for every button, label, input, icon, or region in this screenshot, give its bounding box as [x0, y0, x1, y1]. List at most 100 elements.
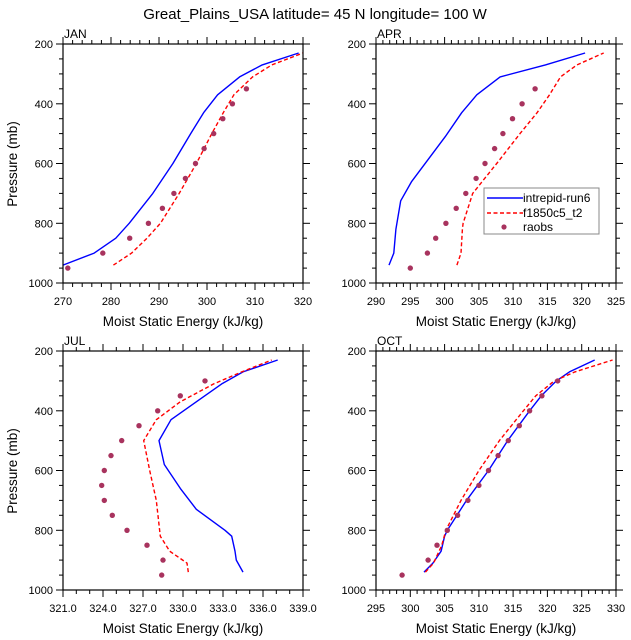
plot-area — [388, 52, 604, 271]
point-raobs — [399, 572, 405, 578]
legend-marker-raobs — [501, 224, 507, 230]
panel-title: APR — [377, 27, 402, 41]
point-raobs — [463, 190, 469, 197]
point-raobs — [101, 467, 108, 474]
point-raobs — [202, 378, 208, 384]
y-tick-label: 400 — [35, 99, 53, 111]
x-tick-label: 270 — [54, 296, 72, 308]
y-tick-label: 1000 — [342, 585, 366, 597]
point-raobs — [482, 160, 488, 167]
x-tick-label: 320 — [573, 296, 591, 308]
series-line-intrepid-run6 — [63, 52, 299, 266]
point-raobs — [201, 145, 207, 152]
point-raobs — [192, 160, 199, 167]
x-tick-label: 325 — [573, 603, 591, 615]
y-tick-label: 1000 — [342, 278, 366, 290]
x-tick-label: 339.0 — [289, 603, 317, 615]
x-axis-label: Moist Static Energy (kJ/kg) — [416, 314, 577, 329]
x-tick-label: 327.0 — [129, 603, 157, 615]
x-tick-label: 336.0 — [249, 603, 277, 615]
x-tick-label: 300 — [435, 296, 453, 308]
y-tick-label: 200 — [348, 346, 366, 358]
x-axis-label: Moist Static Energy (kJ/kg) — [103, 621, 264, 636]
x-tick-label: 300 — [198, 296, 216, 308]
x-tick-label: 320 — [538, 603, 556, 615]
legend-label-f1850c5-t2: f1850c5_t2 — [523, 206, 583, 220]
y-tick-label: 600 — [348, 159, 366, 171]
plot-frame — [62, 350, 304, 591]
point-raobs — [500, 130, 506, 137]
point-raobs — [177, 393, 183, 399]
point-raobs — [444, 527, 450, 533]
point-raobs — [171, 190, 177, 197]
panel-oct: OCT Moist Static Energy (kJ/kg) 295 300 30… — [342, 334, 626, 636]
series-line-f1850c5-t2 — [456, 52, 604, 266]
point-raobs — [526, 408, 533, 414]
x-tick-label: 305 — [470, 296, 488, 308]
x-tick-label: 333.0 — [209, 603, 237, 615]
point-raobs — [407, 265, 413, 271]
series-line-intrepid-run6 — [158, 359, 278, 573]
point-raobs — [495, 452, 501, 459]
point-raobs — [119, 437, 125, 444]
figure-title: Great_Plains_USA latitude= 45 N longitud… — [143, 6, 487, 23]
x-tick-label: 310 — [246, 296, 264, 308]
x-tick-label: 310 — [504, 296, 522, 308]
point-raobs — [465, 497, 471, 504]
point-raobs — [454, 512, 461, 518]
point-raobs — [476, 482, 482, 489]
y-axis-label: Pressure (mb) — [5, 121, 20, 207]
point-raobs — [555, 378, 561, 384]
point-raobs — [473, 175, 479, 182]
point-raobs — [434, 542, 440, 548]
point-raobs — [505, 437, 511, 444]
series-line-f1850c5-t2 — [424, 359, 613, 573]
point-raobs — [211, 130, 217, 137]
y-tick-label: 400 — [348, 406, 366, 418]
series-line-intrepid-run6 — [423, 359, 595, 573]
point-raobs — [516, 423, 522, 429]
panel-title: JUL — [64, 334, 86, 348]
x-tick-label: 330 — [607, 603, 625, 615]
y-tick-label: 1000 — [29, 278, 53, 290]
plot-area — [99, 359, 278, 578]
point-raobs — [155, 408, 161, 414]
panel-apr: APR Moist Static Energy (kJ/kg) 290 295 30… — [342, 27, 626, 329]
y-tick-label: 800 — [35, 525, 53, 537]
y-tick-label: 800 — [348, 218, 366, 230]
plot-area — [399, 359, 613, 578]
point-raobs — [145, 220, 152, 226]
point-raobs — [433, 235, 439, 241]
x-tick-label: 280 — [102, 296, 120, 308]
point-raobs — [532, 86, 538, 92]
x-tick-label: 315 — [538, 296, 556, 308]
point-raobs — [229, 101, 236, 107]
legend: intrepid-run6 f1850c5_t2 raobs — [483, 187, 600, 235]
point-raobs — [127, 235, 133, 241]
x-tick-label: 305 — [435, 603, 453, 615]
plot-area — [63, 52, 303, 271]
x-tick-label: 320 — [294, 296, 312, 308]
point-raobs — [136, 423, 142, 429]
x-axis-label: Moist Static Energy (kJ/kg) — [416, 621, 577, 636]
x-tick-label: 330.0 — [169, 603, 197, 615]
point-raobs — [509, 116, 516, 122]
y-tick-label: 600 — [348, 466, 366, 478]
legend-label-intrepid-run6: intrepid-run6 — [523, 191, 591, 205]
point-raobs — [220, 116, 226, 122]
point-raobs — [159, 205, 166, 211]
point-raobs — [99, 482, 105, 489]
point-raobs — [425, 557, 431, 563]
x-tick-label: 290 — [367, 296, 385, 308]
y-tick-label: 200 — [35, 346, 53, 358]
point-raobs — [485, 467, 492, 474]
series-line-intrepid-run6 — [388, 52, 586, 266]
x-tick-label: 315 — [504, 603, 522, 615]
y-tick-label: 1000 — [29, 585, 53, 597]
point-raobs — [182, 175, 189, 182]
point-raobs — [539, 393, 545, 399]
point-raobs — [243, 86, 250, 92]
y-tick-label: 600 — [35, 159, 53, 171]
legend-label-raobs: raobs — [523, 220, 553, 234]
y-tick-label: 400 — [348, 99, 366, 111]
